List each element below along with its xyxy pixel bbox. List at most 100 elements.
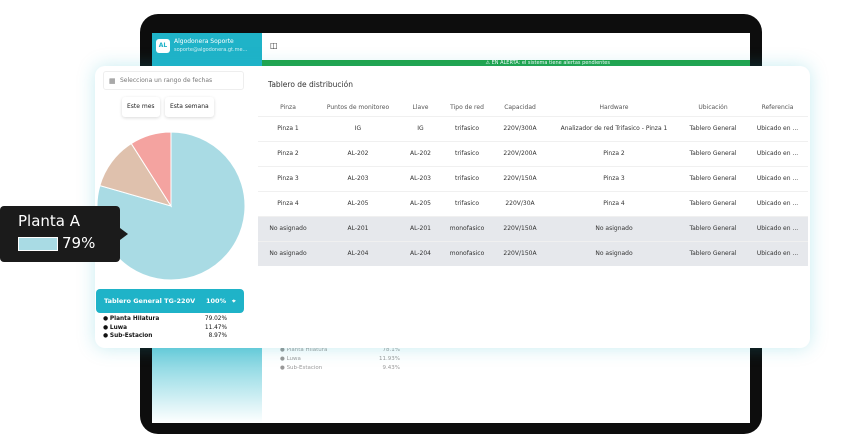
table-cell: Ubicado en ... [747,165,808,191]
table-cell: IG [398,115,443,141]
table-cell: AL-205 [318,190,398,216]
table-cell: trifasico [443,190,491,216]
tooltip-label: Planta A [18,212,81,230]
table-cell: Ubicado en ... [747,115,808,141]
table-cell: No asignado [258,240,318,266]
table-row[interactable]: Pinza 3 AL-203 AL-203 trifasico 220V/150A Pin… [258,165,808,191]
avatar: AL [156,39,170,53]
legend-item: ● Planta Hilatura 79.02% [103,315,227,324]
table-cell: AL-204 [398,240,443,266]
legend-value: 78.1% [382,347,400,353]
legend-item: ● Sub-Estacion 9.43% [280,364,400,373]
table-cell: Tablero General [679,190,747,216]
table-cell: trifasico [443,115,491,141]
column-header[interactable]: Llave [412,104,429,112]
panel-percent: 100% [206,297,227,305]
account-name: Algodonera Soporte [174,38,234,45]
column-header[interactable]: Tipo de red [450,104,484,112]
table-row[interactable]: No asignado AL-201 AL-201 monofasico 220V/15… [258,215,808,241]
table-cell: AL-203 [318,165,398,191]
legend-item: ● Luwa 11.93% [280,355,400,364]
table-cell: Tablero General [679,215,747,241]
column-header[interactable]: Capacidad [504,104,536,112]
legend-label: ● Luwa [103,324,127,331]
account-switcher[interactable]: Algodonera Soporte soporte@algodonera.gt.… [174,38,247,54]
table-cell: Pinza 2 [549,140,679,166]
table-title: Tablero de distribución [268,80,353,89]
table-cell: AL-201 [398,215,443,241]
column-header[interactable]: Referencia [761,104,794,112]
legend-value: 79.02% [204,316,227,322]
table-cell: Tablero General [679,240,747,266]
account-email: soporte@algodonera.gt.me... [174,47,248,53]
table-cell: AL-205 [398,190,443,216]
table-row[interactable]: Pinza 1 IG IG trifasico 220V/300A Analizador … [258,115,808,141]
table-cell: Tablero General [679,140,747,166]
distribution-table: Pinza Puntos de monitoreo Llave Tipo de red… [258,100,808,266]
table-cell: AL-204 [318,240,398,266]
table-cell: Ubicado en ... [747,240,808,266]
table-cell: 220V/150A [491,240,549,266]
column-header[interactable]: Puntos de monitoreo [326,104,390,112]
legend-label: ● Planta Hilatura [103,316,160,322]
table-cell: AL-201 [318,215,398,241]
date-placeholder: Selecciona un rango de fechas [120,77,213,84]
table-cell: Ubicado en ... [747,215,808,241]
legend-value: 8.97% [208,333,227,339]
background-legend: ● Planta Hilatura 78.1% ● Luwa 11.93% ● Sub-… [280,346,400,373]
table-cell: AL-202 [398,140,443,166]
panel-title: Tablero General TG-220V [104,297,196,305]
table-cell: Ubicado en ... [747,140,808,166]
table-cell: Pinza 4 [549,190,679,216]
legend-item: ● Sub-Estacion 8.97% [103,332,227,341]
table-cell: 220V/200A [491,140,549,166]
legend-value: 11.47% [204,324,227,331]
legend-label: ● Planta Hilatura [280,347,328,353]
table-cell: AL-202 [318,140,398,166]
table-cell: Tablero General [679,165,747,191]
pie-chart [96,131,246,281]
chart-tooltip: Planta A 79% [0,206,128,262]
panel-summary-bar[interactable]: Tablero General TG-220V 100% ⌖ [96,289,244,313]
alert-banner: ⚠ EN ALERTA: el sistema tiene alertas pe… [262,60,750,68]
table-cell: trifasico [443,165,491,191]
legend-label: ● Sub-Estacion [103,333,153,339]
table-cell: trifasico [443,140,491,166]
table-cell: IG [318,115,398,141]
pie-slice[interactable] [130,131,172,208]
table-row[interactable]: Pinza 2 AL-202 AL-202 trifasico 220V/200A Pin… [258,140,808,166]
column-header[interactable]: Ubicación [698,104,728,112]
calendar-icon: ▦ [109,77,116,85]
tooltip-swatch [18,237,58,251]
column-header[interactable]: Pinza [280,104,296,112]
crosshair-icon[interactable]: ⌖ [232,297,236,305]
table-cell: No asignado [549,215,679,241]
table-cell: Analizador de red Trifasico - Pinza 1 [549,115,679,141]
legend-value: 11.93% [379,356,400,362]
column-header[interactable]: Hardware [599,104,629,112]
table-cell: Ubicado en ... [747,190,808,216]
this-week-button[interactable]: Esta semana [165,97,214,117]
table-cell: 220V/30A [491,190,549,216]
table-cell: Pinza 1 [258,115,318,141]
this-month-button[interactable]: Este mes [122,97,160,117]
legend-item: ● Luwa 11.47% [103,324,227,333]
table-cell: 220V/150A [491,215,549,241]
table-cell: Tablero General [679,115,747,141]
table-cell: AL-203 [398,165,443,191]
table-cell: monofasico [443,215,491,241]
sidebar-toggle-icon[interactable]: ◫ [270,41,278,50]
table-cell: monofasico [443,240,491,266]
top-bar: ◫ [262,33,750,60]
legend-value: 9.43% [382,365,400,371]
date-range-input[interactable]: ▦ Selecciona un rango de fechas [103,71,244,90]
legend-item: ● Planta Hilatura 78.1% [280,346,400,355]
table-row[interactable]: Pinza 4 AL-205 AL-205 trifasico 220V/30A Pinz… [258,190,808,216]
table-cell: Pinza 3 [549,165,679,191]
table-row[interactable]: No asignado AL-204 AL-204 monofasico 220V/15… [258,240,808,266]
table-cell: No asignado [258,215,318,241]
legend: ● Planta Hilatura 79.02% ● Luwa 11.47% ● Sub… [103,315,227,341]
legend-label: ● Sub-Estacion [280,365,323,371]
legend-label: ● Luwa [280,356,301,362]
tooltip-value: 79% [62,234,96,252]
